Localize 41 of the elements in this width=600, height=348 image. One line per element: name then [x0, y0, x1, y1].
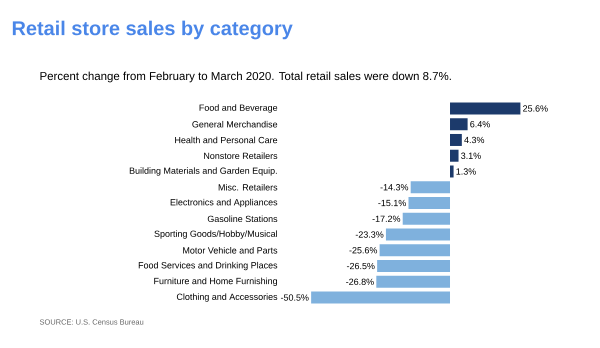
y-tick-label: Furniture and Home Furnishing: [154, 278, 278, 286]
data-label: -23.3%: [356, 231, 384, 238]
bar: [402, 212, 450, 225]
data-label: 4.3%: [464, 136, 484, 144]
y-tick-label: Sporting Goods/Hobby/Musical: [154, 230, 277, 239]
data-label: 25.6%: [523, 105, 548, 112]
bar: [410, 181, 450, 194]
bar: [450, 118, 468, 130]
data-label: 6.4%: [470, 121, 490, 128]
data-label: -14.3%: [380, 184, 408, 190]
bar: [450, 165, 454, 178]
data-label: 3.1%: [461, 152, 481, 159]
bar: [450, 134, 462, 146]
data-label: -15.1%: [378, 200, 406, 206]
y-tick-label: Gasoline Stations: [208, 215, 278, 222]
y-tick-label: Nonstore Retailers: [204, 152, 278, 160]
y-tick-label: Electronics and Appliances: [170, 198, 278, 208]
bar: [377, 260, 450, 272]
y-tick-label: Clothing and Accessories: [176, 293, 278, 302]
y-tick-label: Health and Personal Care: [175, 136, 278, 144]
bar: [450, 102, 520, 114]
data-label: -17.2%: [372, 216, 400, 222]
y-tick-label: Food Services and Drinking Places: [138, 262, 278, 270]
data-label: -26.5%: [346, 262, 375, 270]
bar: [408, 197, 450, 209]
y-tick-label: General Merchandise: [192, 120, 278, 128]
y-tick-label: Food and Beverage: [200, 104, 278, 113]
chart-subtitle: Percent change from February to March 2020. Total retail sales were down 8.7%.: [40, 72, 451, 82]
data-label: -25.6%: [349, 247, 378, 254]
data-label: 1.3%: [456, 168, 476, 175]
bar: [450, 150, 459, 162]
bar: [386, 228, 450, 241]
bar: [376, 276, 450, 288]
bar: [380, 244, 450, 256]
y-tick-label: Misc. Retailers: [218, 184, 278, 191]
data-label: -50.5%: [280, 294, 309, 301]
chart-title: Retail store sales by category: [12, 20, 293, 40]
y-tick-label: Building Materials and Garden Equip.: [130, 167, 277, 176]
y-tick-label: Motor Vehicle and Parts: [183, 246, 278, 254]
bar: [311, 292, 450, 304]
data-label: -26.8%: [346, 278, 374, 285]
